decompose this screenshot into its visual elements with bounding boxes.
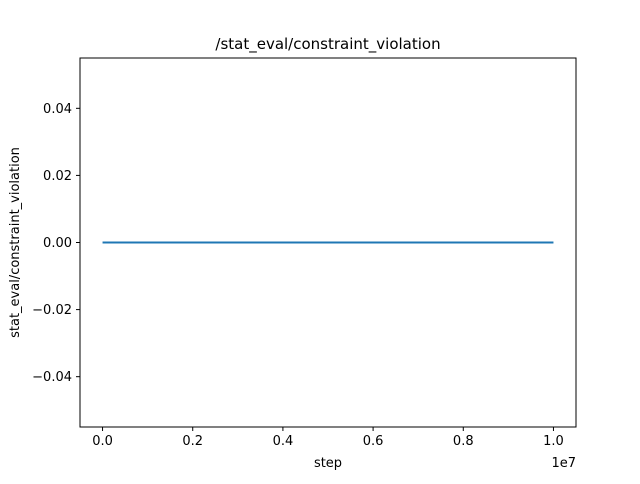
x-tick-label: 0.8 bbox=[453, 434, 474, 449]
x-axis-ticks: 0.0 0.2 0.4 0.6 0.8 1.0 bbox=[92, 427, 564, 449]
y-axis-ticks: −0.04 −0.02 0.00 0.02 0.04 bbox=[32, 102, 80, 385]
x-tick-label: 0.2 bbox=[182, 434, 203, 449]
x-tick-label: 0.0 bbox=[92, 434, 113, 449]
x-axis-offset-label: 1e7 bbox=[551, 456, 576, 471]
x-tick-label: 1.0 bbox=[543, 434, 564, 449]
y-tick-label: 0.00 bbox=[43, 236, 72, 251]
x-tick-label: 0.6 bbox=[363, 434, 384, 449]
y-tick-label: −0.04 bbox=[32, 370, 72, 385]
y-axis-label: stat_eval/constraint_violation bbox=[8, 147, 23, 338]
y-tick-label: 0.04 bbox=[43, 102, 72, 117]
y-tick-label: −0.02 bbox=[32, 303, 72, 318]
y-tick-label: 0.02 bbox=[43, 169, 72, 184]
x-tick-label: 0.4 bbox=[273, 434, 294, 449]
x-axis-label: step bbox=[314, 456, 342, 471]
chart-title: /stat_eval/constraint_violation bbox=[215, 35, 440, 54]
